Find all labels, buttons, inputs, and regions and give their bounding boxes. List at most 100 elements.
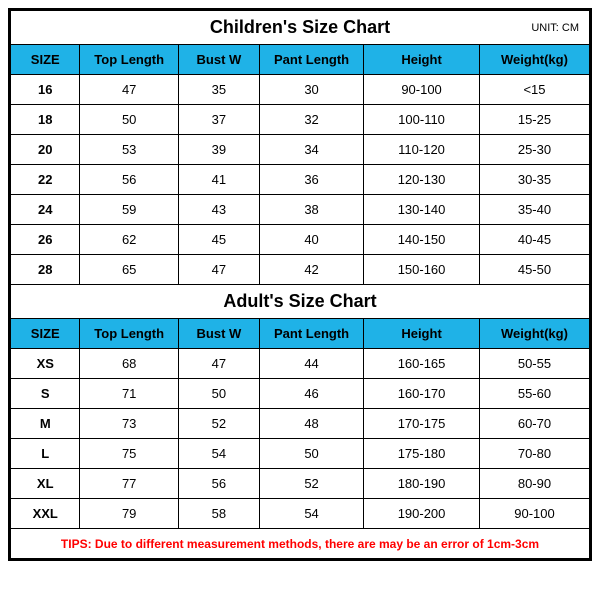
value-cell: 62 bbox=[80, 225, 178, 255]
size-cell: 18 bbox=[11, 105, 80, 135]
value-cell: 50 bbox=[80, 105, 178, 135]
table-row: XXL795854190-20090-100 bbox=[11, 499, 590, 529]
value-cell: 35-40 bbox=[479, 195, 589, 225]
value-cell: 46 bbox=[259, 379, 363, 409]
value-cell: 55-60 bbox=[479, 379, 589, 409]
chart-title-text: Adult's Size Chart bbox=[223, 291, 376, 311]
size-cell: L bbox=[11, 439, 80, 469]
value-cell: 53 bbox=[80, 135, 178, 165]
value-cell: 79 bbox=[80, 499, 178, 529]
table-row: 24594338130-14035-40 bbox=[11, 195, 590, 225]
size-cell: S bbox=[11, 379, 80, 409]
value-cell: 40-45 bbox=[479, 225, 589, 255]
value-cell: 60-70 bbox=[479, 409, 589, 439]
value-cell: 47 bbox=[178, 255, 259, 285]
unit-label: UNIT: CM bbox=[531, 22, 579, 34]
size-cell: XL bbox=[11, 469, 80, 499]
value-cell: 38 bbox=[259, 195, 363, 225]
table-row: XS684744160-16550-55 bbox=[11, 349, 590, 379]
value-cell: 56 bbox=[80, 165, 178, 195]
value-cell: 43 bbox=[178, 195, 259, 225]
column-header: Bust W bbox=[178, 319, 259, 349]
value-cell: 25-30 bbox=[479, 135, 589, 165]
value-cell: 170-175 bbox=[364, 409, 480, 439]
table-row: 1647353090-100<15 bbox=[11, 75, 590, 105]
value-cell: 36 bbox=[259, 165, 363, 195]
value-cell: 71 bbox=[80, 379, 178, 409]
table-row: L755450175-18070-80 bbox=[11, 439, 590, 469]
value-cell: 45-50 bbox=[479, 255, 589, 285]
table-row: 28654742150-16045-50 bbox=[11, 255, 590, 285]
value-cell: 44 bbox=[259, 349, 363, 379]
size-cell: 24 bbox=[11, 195, 80, 225]
size-cell: 20 bbox=[11, 135, 80, 165]
value-cell: 120-130 bbox=[364, 165, 480, 195]
value-cell: 59 bbox=[80, 195, 178, 225]
value-cell: 56 bbox=[178, 469, 259, 499]
column-header: Pant Length bbox=[259, 319, 363, 349]
value-cell: 47 bbox=[178, 349, 259, 379]
tips-note: TIPS: Due to different measurement metho… bbox=[11, 529, 590, 559]
value-cell: 73 bbox=[80, 409, 178, 439]
size-cell: XXL bbox=[11, 499, 80, 529]
column-header: Weight(kg) bbox=[479, 319, 589, 349]
value-cell: 30-35 bbox=[479, 165, 589, 195]
value-cell: 150-160 bbox=[364, 255, 480, 285]
value-cell: 80-90 bbox=[479, 469, 589, 499]
value-cell: 54 bbox=[259, 499, 363, 529]
value-cell: 54 bbox=[178, 439, 259, 469]
value-cell: 58 bbox=[178, 499, 259, 529]
value-cell: 47 bbox=[80, 75, 178, 105]
table-row: XL775652180-19080-90 bbox=[11, 469, 590, 499]
size-cell: 22 bbox=[11, 165, 80, 195]
chart-title: Children's Size Chart UNIT: CM bbox=[11, 11, 590, 45]
value-cell: 34 bbox=[259, 135, 363, 165]
value-cell: 190-200 bbox=[364, 499, 480, 529]
value-cell: 41 bbox=[178, 165, 259, 195]
value-cell: 39 bbox=[178, 135, 259, 165]
value-cell: 42 bbox=[259, 255, 363, 285]
value-cell: 140-150 bbox=[364, 225, 480, 255]
column-header: Pant Length bbox=[259, 45, 363, 75]
value-cell: 65 bbox=[80, 255, 178, 285]
value-cell: 68 bbox=[80, 349, 178, 379]
table-row: 20533934110-12025-30 bbox=[11, 135, 590, 165]
table-row: M735248170-17560-70 bbox=[11, 409, 590, 439]
value-cell: 50 bbox=[178, 379, 259, 409]
size-chart-table: Children's Size ChartUNIT: CMSIZETop Len… bbox=[10, 10, 590, 559]
value-cell: 40 bbox=[259, 225, 363, 255]
table-row: 26624540140-15040-45 bbox=[11, 225, 590, 255]
value-cell: 75 bbox=[80, 439, 178, 469]
value-cell: 48 bbox=[259, 409, 363, 439]
value-cell: 175-180 bbox=[364, 439, 480, 469]
table-row: 18503732100-11015-25 bbox=[11, 105, 590, 135]
value-cell: 90-100 bbox=[479, 499, 589, 529]
size-cell: XS bbox=[11, 349, 80, 379]
value-cell: 180-190 bbox=[364, 469, 480, 499]
value-cell: 15-25 bbox=[479, 105, 589, 135]
value-cell: 50 bbox=[259, 439, 363, 469]
column-header: Top Length bbox=[80, 319, 178, 349]
value-cell: 52 bbox=[178, 409, 259, 439]
value-cell: 130-140 bbox=[364, 195, 480, 225]
value-cell: 100-110 bbox=[364, 105, 480, 135]
chart-title-text: Children's Size Chart bbox=[210, 17, 390, 37]
value-cell: 70-80 bbox=[479, 439, 589, 469]
value-cell: 110-120 bbox=[364, 135, 480, 165]
value-cell: <15 bbox=[479, 75, 589, 105]
value-cell: 30 bbox=[259, 75, 363, 105]
value-cell: 45 bbox=[178, 225, 259, 255]
value-cell: 77 bbox=[80, 469, 178, 499]
chart-title: Adult's Size Chart bbox=[11, 285, 590, 319]
column-header: Height bbox=[364, 45, 480, 75]
table-row: 22564136120-13030-35 bbox=[11, 165, 590, 195]
value-cell: 160-170 bbox=[364, 379, 480, 409]
value-cell: 90-100 bbox=[364, 75, 480, 105]
size-cell: 26 bbox=[11, 225, 80, 255]
column-header: Weight(kg) bbox=[479, 45, 589, 75]
size-cell: 16 bbox=[11, 75, 80, 105]
column-header: Top Length bbox=[80, 45, 178, 75]
value-cell: 32 bbox=[259, 105, 363, 135]
size-cell: M bbox=[11, 409, 80, 439]
value-cell: 50-55 bbox=[479, 349, 589, 379]
